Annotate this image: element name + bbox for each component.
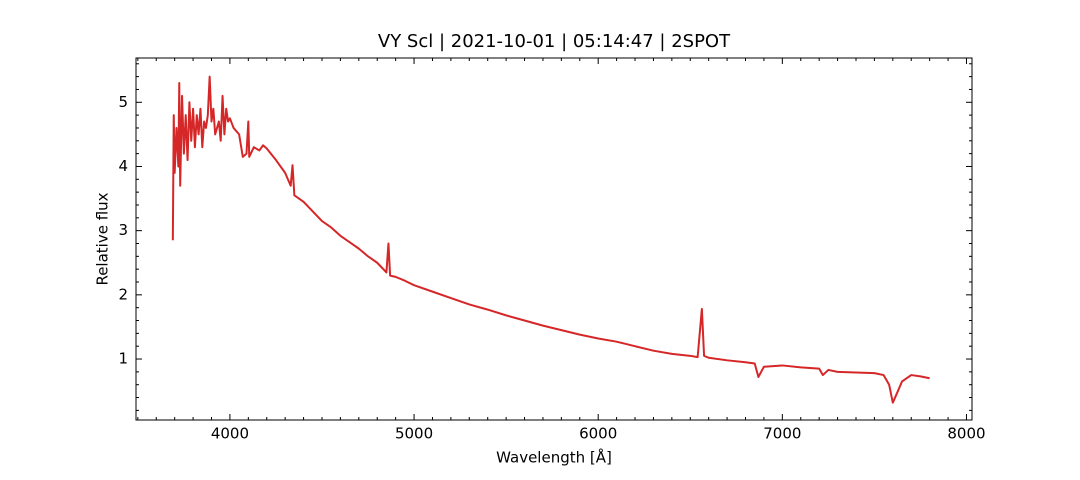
y-tick-label: 1 [118,350,128,368]
y-tick-label: 5 [118,93,128,111]
x-tick-label: 5000 [395,425,433,443]
chart-title: VY Scl | 2021-10-01 | 05:14:47 | 2SPOT [378,31,731,52]
x-tick-label: 8000 [947,425,985,443]
y-tick-label: 3 [118,221,128,239]
x-tick-label: 6000 [579,425,617,443]
x-tick-label: 4000 [211,425,249,443]
plot-frame [135,57,973,421]
y-tick-label: 2 [118,285,128,303]
y-tick-label: 4 [118,157,128,175]
spectrum-line [171,75,930,404]
y-axis-label: Relative flux [94,192,112,285]
x-axis-label: Wavelength [Å] [496,448,612,467]
x-tick-label: 7000 [763,425,801,443]
